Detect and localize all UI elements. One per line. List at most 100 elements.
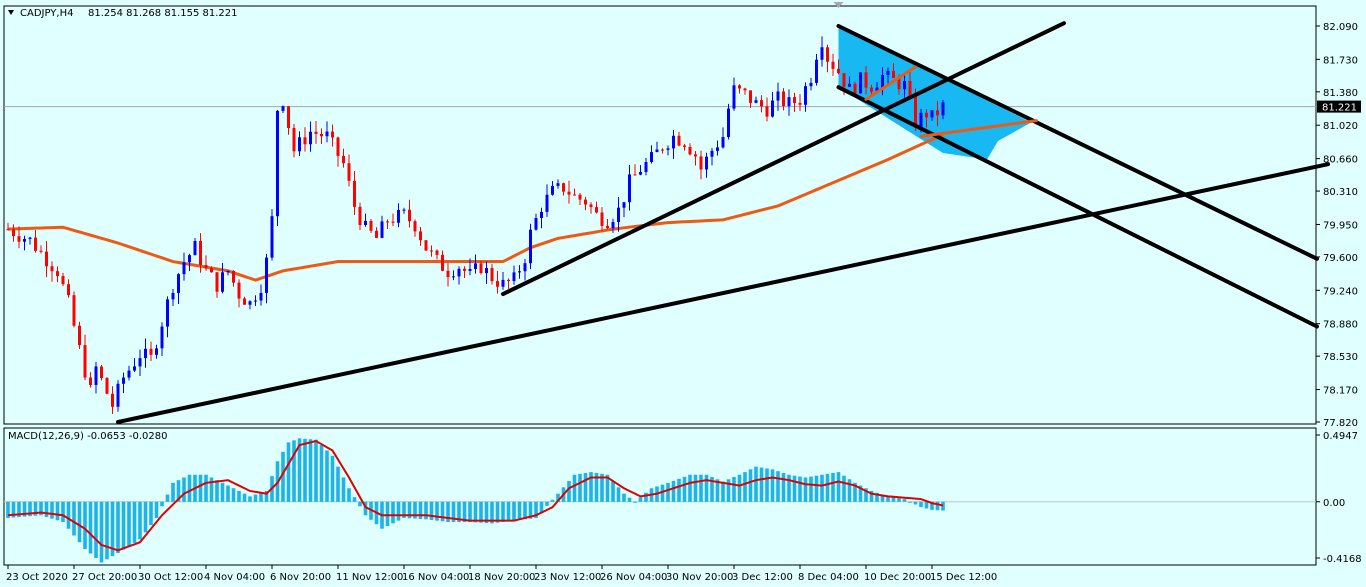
candle <box>149 341 153 361</box>
macd-histogram-bar <box>22 501 27 517</box>
macd-histogram-bar <box>880 494 885 502</box>
candle-body <box>402 209 406 211</box>
macd-histogram-bar <box>864 488 868 502</box>
macd-histogram-bar <box>776 471 780 502</box>
time-axis-label: 30 Nov 20:00 <box>666 572 733 583</box>
candle-body <box>270 216 274 258</box>
candle-body <box>914 96 917 128</box>
candle-body <box>463 268 466 271</box>
macd-histogram-bar <box>545 501 549 506</box>
macd-histogram-bar <box>237 490 241 502</box>
macd-histogram-bar <box>424 501 428 520</box>
macd-histogram-bar <box>941 501 945 511</box>
candle-body <box>507 279 510 282</box>
candle-body <box>859 72 862 94</box>
candle <box>765 97 769 122</box>
candle <box>622 202 626 218</box>
candle <box>83 334 87 381</box>
long-trendline[interactable] <box>116 162 1330 424</box>
candle-body <box>930 110 934 118</box>
macd-histogram-bar <box>242 493 247 502</box>
axis-layer: 82.090 81.730 81.380 81.020 80.660 80.310 79.9… <box>6 2 1362 583</box>
candle-body <box>17 236 21 242</box>
candle-body <box>743 88 747 91</box>
time-axis-label: 23 Oct 2020 <box>6 572 68 583</box>
candle <box>881 67 884 96</box>
price-axis-label: 82.090 <box>1323 22 1358 33</box>
macd-histogram-bar <box>660 484 665 502</box>
candle-body <box>276 110 279 217</box>
candle-body <box>870 87 873 92</box>
candle-body <box>710 150 714 157</box>
macd-histogram-bar <box>919 501 923 508</box>
price-axis-label: 78.530 <box>1323 352 1358 363</box>
candle <box>578 192 582 205</box>
lower-channel-line[interactable] <box>836 85 1319 329</box>
macd-histogram-bar <box>55 501 60 521</box>
candle-body <box>441 254 444 271</box>
candle-body <box>45 251 48 267</box>
candle <box>721 127 725 149</box>
macd-histogram-bar <box>116 501 120 554</box>
candle <box>941 100 945 120</box>
macd-histogram-bar <box>303 438 307 502</box>
candle-body <box>518 271 521 273</box>
candle-body <box>419 231 422 241</box>
macd-histogram-bar <box>726 479 731 502</box>
candle-body <box>56 271 59 277</box>
upper-channel-line[interactable] <box>836 24 1319 261</box>
macd-histogram-bar <box>160 501 164 507</box>
macd-histogram-bar <box>831 472 835 502</box>
candle-body <box>188 255 191 263</box>
macd-histogram-bar <box>671 480 676 502</box>
triangle-down-icon[interactable] <box>8 10 14 15</box>
candle-body <box>600 212 604 226</box>
candle-body <box>221 272 224 292</box>
macd-histogram-bar <box>803 477 808 502</box>
macd-histogram-bar <box>253 494 258 502</box>
candle <box>787 89 791 116</box>
current-price-label: 81.221 <box>1322 103 1357 114</box>
candle-body <box>716 147 719 151</box>
candle-body <box>573 194 576 196</box>
time-axis-label: 30 Oct 12:00 <box>138 572 203 583</box>
macd-histogram-bar <box>600 473 604 502</box>
candle-body <box>650 152 653 163</box>
candle <box>204 255 208 271</box>
macd-histogram-bar <box>391 501 395 524</box>
macd-histogram-bar <box>875 492 879 502</box>
candle <box>485 261 488 284</box>
candle <box>94 362 98 394</box>
macd-histogram-bar <box>930 501 934 510</box>
macd-histogram-bar <box>908 501 912 503</box>
macd-histogram-bar <box>754 466 758 502</box>
flag-line[interactable] <box>919 119 1038 138</box>
candle <box>650 145 653 164</box>
steep-trendline[interactable] <box>501 21 1066 297</box>
ohlc-label: 81.254 81.268 81.155 81.221 <box>88 8 238 19</box>
channel-mid-line[interactable] <box>864 65 917 101</box>
candle <box>600 207 604 231</box>
candle-body <box>589 204 593 208</box>
candle-body <box>490 268 494 282</box>
macd-histogram-bar <box>127 501 131 547</box>
macd-histogram-bar <box>528 501 533 519</box>
macd-histogram-bar <box>688 474 692 502</box>
candle-body <box>34 237 37 251</box>
macd-histogram-bar <box>869 490 874 502</box>
macd-histogram-bar <box>66 501 71 529</box>
candle <box>567 180 571 204</box>
macd-histogram-bar <box>748 469 753 502</box>
candle-body <box>732 85 736 109</box>
candle <box>468 258 472 276</box>
macd-histogram-bar <box>88 501 93 554</box>
candle <box>155 344 158 359</box>
macd-histogram-bar <box>935 501 940 511</box>
candle <box>193 238 197 256</box>
candle <box>144 338 147 368</box>
candle <box>138 349 142 376</box>
macd-histogram-bar <box>594 472 599 502</box>
candle <box>677 131 681 147</box>
candle-body <box>358 206 362 225</box>
